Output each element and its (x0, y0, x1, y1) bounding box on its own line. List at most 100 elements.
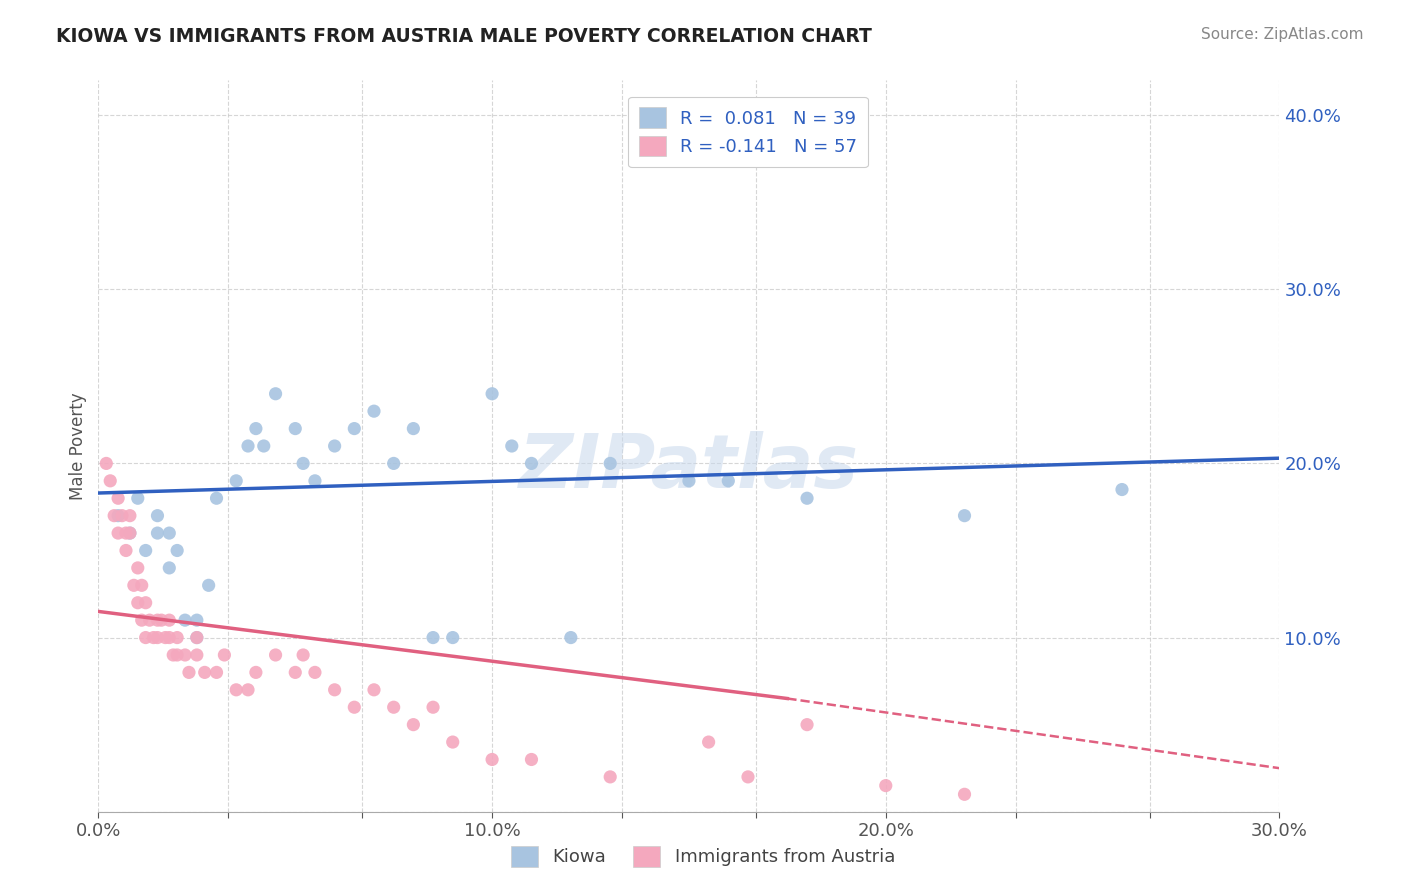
Text: ZIPatlas: ZIPatlas (519, 432, 859, 505)
Point (115, 543, 138, 558)
Point (115, 526, 138, 541)
Point (174, 648, 197, 662)
Point (142, 631, 165, 645)
Point (103, 508, 125, 523)
Point (236, 682, 259, 697)
Point (146, 508, 169, 523)
Point (177, 665, 200, 680)
Point (284, 421, 307, 435)
Point (98, 474, 121, 488)
Point (131, 613, 153, 627)
Point (135, 596, 157, 610)
Point (953, 508, 976, 523)
Point (111, 508, 134, 523)
Point (118, 508, 141, 523)
Point (146, 613, 169, 627)
Point (127, 491, 149, 506)
Point (157, 561, 180, 575)
Point (560, 631, 582, 645)
Point (107, 491, 129, 506)
Point (166, 631, 188, 645)
Point (135, 631, 157, 645)
Point (146, 631, 169, 645)
Point (343, 700, 366, 714)
Point (253, 439, 276, 453)
Point (599, 770, 621, 784)
Point (292, 648, 315, 662)
Point (520, 752, 543, 766)
Point (150, 613, 173, 627)
Point (323, 439, 346, 453)
Point (481, 752, 503, 766)
Point (292, 457, 315, 471)
Point (194, 665, 217, 680)
Point (155, 631, 177, 645)
Point (245, 421, 267, 435)
Point (520, 457, 543, 471)
Point (343, 421, 366, 435)
Legend: Kiowa, Immigrants from Austria: Kiowa, Immigrants from Austria (503, 838, 903, 874)
Point (304, 474, 326, 488)
Point (264, 386, 287, 401)
Point (166, 543, 188, 558)
Point (245, 665, 267, 680)
Point (118, 526, 141, 541)
Point (225, 474, 247, 488)
Point (127, 561, 149, 575)
Point (166, 648, 188, 662)
Point (205, 665, 228, 680)
Point (186, 631, 208, 645)
Point (186, 648, 208, 662)
Point (678, 474, 700, 488)
Point (264, 648, 287, 662)
Point (441, 735, 464, 749)
Point (197, 578, 219, 592)
Point (127, 596, 149, 610)
Point (422, 631, 444, 645)
Point (186, 631, 208, 645)
Point (225, 682, 247, 697)
Point (146, 526, 169, 541)
Point (501, 439, 523, 453)
Point (441, 631, 464, 645)
Point (284, 665, 307, 680)
Point (304, 665, 326, 680)
Point (875, 779, 897, 793)
Point (96, 457, 118, 471)
Point (363, 682, 385, 697)
Point (382, 457, 405, 471)
Point (174, 613, 197, 627)
Point (697, 735, 720, 749)
Point (157, 631, 180, 645)
Point (157, 526, 180, 541)
Point (107, 508, 129, 523)
Point (599, 457, 621, 471)
Point (1111, 483, 1133, 497)
Point (737, 770, 759, 784)
Point (382, 700, 405, 714)
Point (162, 648, 184, 662)
Point (402, 717, 425, 731)
Y-axis label: Male Poverty: Male Poverty (69, 392, 87, 500)
Point (402, 421, 425, 435)
Point (236, 439, 259, 453)
Point (107, 526, 129, 541)
Point (138, 613, 160, 627)
Point (953, 787, 976, 801)
Point (796, 717, 818, 731)
Point (205, 491, 228, 506)
Point (186, 613, 208, 627)
Point (214, 648, 236, 662)
Text: KIOWA VS IMMIGRANTS FROM AUSTRIA MALE POVERTY CORRELATION CHART: KIOWA VS IMMIGRANTS FROM AUSTRIA MALE PO… (56, 27, 872, 45)
Point (422, 700, 444, 714)
Point (481, 386, 503, 401)
Point (363, 404, 385, 418)
Point (157, 613, 180, 627)
Point (717, 474, 740, 488)
Legend: R =  0.081   N = 39, R = -0.141   N = 57: R = 0.081 N = 39, R = -0.141 N = 57 (628, 96, 868, 167)
Text: Source: ZipAtlas.com: Source: ZipAtlas.com (1201, 27, 1364, 42)
Point (323, 682, 346, 697)
Point (135, 543, 157, 558)
Point (122, 578, 145, 592)
Point (131, 578, 153, 592)
